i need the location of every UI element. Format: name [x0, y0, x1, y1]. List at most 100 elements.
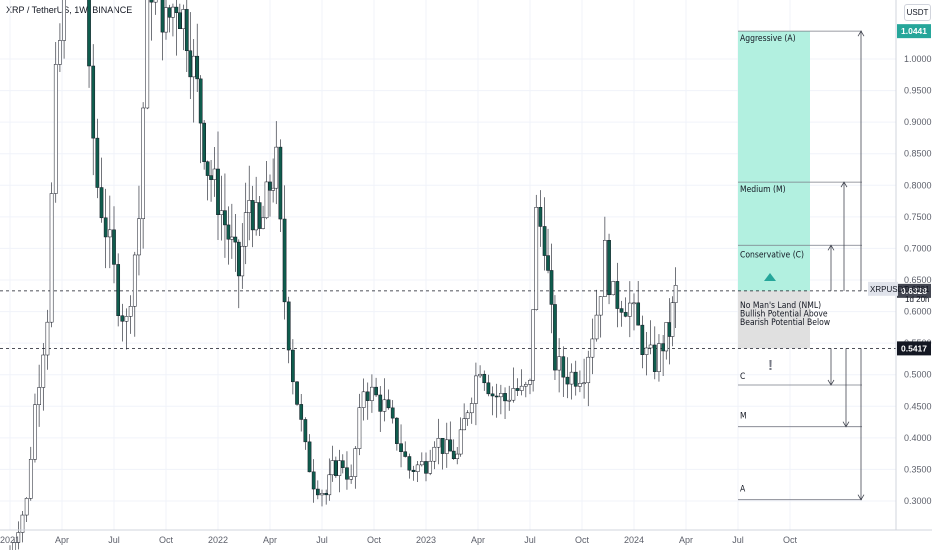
candle: [494, 395, 499, 398]
candle: [534, 207, 539, 310]
arrow-down-c-head: [827, 379, 835, 386]
candle: [264, 181, 269, 219]
bullish-zone: [738, 31, 810, 291]
candle: [62, 0, 66, 41]
arrow-down-m-head: [842, 421, 850, 428]
candle: [137, 218, 141, 256]
candle: [87, 0, 91, 67]
candle: [12, 542, 17, 550]
price-tick: 0.7500: [904, 212, 932, 222]
candle: [226, 224, 231, 240]
candle: [486, 382, 491, 395]
candle: [511, 388, 516, 401]
candle: [334, 460, 338, 476]
candle: [673, 285, 678, 303]
candle: [382, 399, 387, 412]
candle: [243, 212, 248, 247]
candle: [458, 429, 463, 455]
candle: [58, 40, 62, 65]
candle: [28, 459, 33, 499]
candle: [37, 387, 41, 405]
candle: [578, 383, 582, 387]
candle: [386, 399, 391, 409]
candle: [324, 493, 329, 496]
time-tick: Apr: [55, 535, 69, 545]
candle: [16, 532, 21, 543]
time-tick: Oct: [159, 535, 174, 545]
candle: [149, 0, 154, 3]
candle: [320, 493, 324, 496]
candle: [286, 301, 291, 351]
candle: [174, 6, 179, 13]
candle: [531, 309, 535, 381]
candle: [282, 218, 287, 303]
candle: [569, 371, 574, 385]
label-down-m: M: [740, 412, 747, 422]
candle: [198, 78, 203, 124]
candle: [120, 315, 125, 322]
candle: [191, 55, 196, 78]
candle: [538, 207, 543, 227]
candle: [315, 488, 320, 496]
candle: [664, 322, 669, 352]
time-tick: Apr: [679, 535, 693, 545]
candle: [171, 6, 175, 18]
candle: [299, 404, 304, 420]
tag-lower-bg: [897, 341, 931, 356]
candle: [528, 380, 532, 385]
price-tick: 0.3000: [904, 496, 932, 506]
label-nml: Bullish Potential Above: [740, 309, 828, 319]
candle: [582, 382, 586, 385]
candle: [573, 371, 578, 387]
candle: [41, 354, 46, 388]
time-tick: 2023: [416, 535, 436, 545]
candle: [378, 394, 383, 412]
tag-lower: 0.5417: [901, 343, 927, 353]
price-tick: 0.5000: [904, 370, 932, 380]
candle: [164, 7, 168, 33]
time-axis: 2021 Apr Jul Oct 2022 Apr Jul Oct 2023 Apr Jul Oct 2…: [0, 529, 932, 545]
annotations: Aggressive (A) Medium (M) Conservative (C)…: [740, 30, 865, 501]
time-tick: 2021: [0, 535, 20, 545]
candle: [361, 391, 366, 408]
candle: [141, 107, 145, 219]
candle: [482, 373, 487, 384]
candle: [565, 376, 570, 385]
candles: [9, 0, 678, 550]
candle: [24, 498, 29, 516]
time-tick: Oct: [783, 535, 798, 545]
candle: [590, 338, 595, 358]
candle: [205, 161, 210, 176]
candle: [250, 200, 255, 231]
price-tick: 0.8000: [904, 180, 932, 190]
tag-upper: 0.6328: [901, 286, 927, 296]
candle: [261, 217, 265, 229]
candle: [45, 321, 50, 356]
tag-top-bg: [897, 24, 931, 39]
candle: [128, 306, 133, 317]
currency-button[interactable]: USDT: [904, 4, 931, 21]
price-tick: 0.3500: [904, 464, 932, 474]
time-tick: Jul: [316, 535, 328, 545]
arrow-aggressive-head: [857, 30, 865, 37]
candle: [598, 296, 603, 316]
price-tick: 1.0000: [904, 54, 932, 64]
candle: [403, 451, 408, 457]
candle: [586, 356, 591, 384]
price-tick: 0.8500: [904, 149, 932, 159]
candle: [223, 210, 227, 226]
time-tick: Apr: [263, 535, 277, 545]
candle: [611, 281, 616, 296]
candle: [181, 9, 186, 30]
candle: [103, 217, 108, 238]
candle: [451, 450, 456, 459]
candle: [478, 373, 482, 377]
label-conservative: Conservative (C): [740, 250, 804, 260]
symbol-tag-bg: [868, 281, 898, 296]
candle: [648, 344, 653, 349]
candle: [107, 229, 112, 238]
price-tick: 0.4000: [904, 433, 932, 443]
candle: [652, 344, 657, 372]
tag-top: 1.0441: [901, 26, 927, 36]
